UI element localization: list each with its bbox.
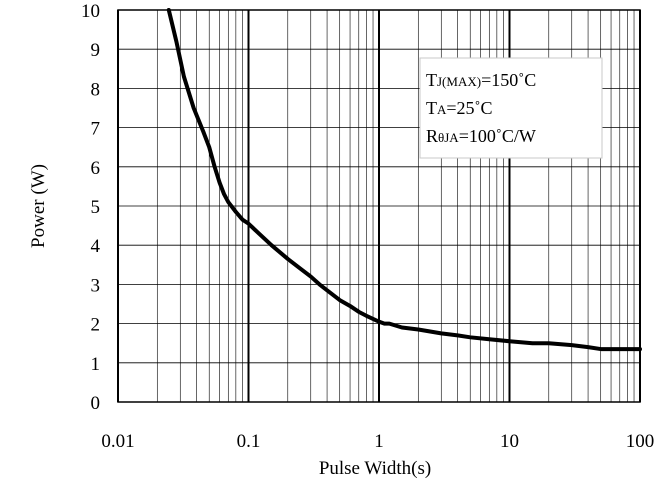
y-tick-label: 10 [81, 1, 100, 22]
y-tick-label: 6 [91, 158, 101, 179]
y-tick-label: 4 [91, 236, 101, 257]
annotation-subscript: J(MAX) [437, 74, 481, 89]
annotation-value: =150˚C [481, 70, 536, 90]
y-tick-label: 2 [91, 315, 101, 336]
x-tick-label: 0.1 [237, 431, 261, 452]
x-tick-label: 10 [500, 431, 519, 452]
x-tick-label: 0.01 [101, 431, 134, 452]
annotation-line: TA=25˚C [426, 98, 493, 118]
annotation-symbol: R [426, 126, 438, 146]
x-axis-title: Pulse Width(s) [319, 458, 431, 479]
y-tick-label: 0 [91, 393, 101, 414]
annotation-value: =100˚C/W [459, 126, 536, 146]
y-tick-label: 7 [91, 119, 101, 140]
y-tick-label: 5 [91, 197, 101, 218]
annotation-value: =25˚C [446, 98, 492, 118]
annotation-symbol: T [426, 98, 437, 118]
y-tick-label: 1 [91, 354, 101, 375]
y-tick-label: 9 [91, 40, 101, 61]
annotation-symbol: T [426, 70, 437, 90]
y-tick-label: 8 [91, 79, 101, 100]
annotation-box: TJ(MAX)=150˚C TA=25˚C RθJA=100˚C/W [420, 58, 602, 158]
y-tick-label: 3 [91, 275, 101, 296]
y-axis-title: Power (W) [28, 164, 49, 248]
x-tick-label: 100 [626, 431, 655, 452]
x-tick-label: 1 [374, 431, 384, 452]
annotation-subscript: θJA [438, 130, 459, 145]
